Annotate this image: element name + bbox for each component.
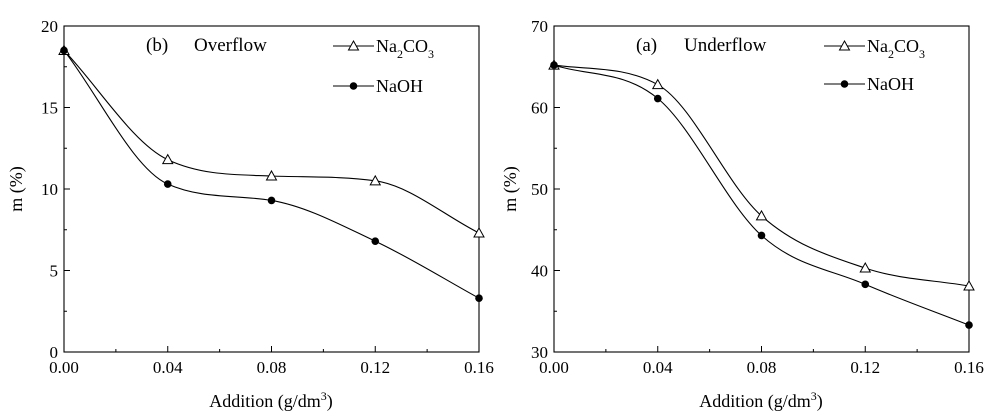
y-tick-label: 40 (531, 262, 548, 281)
data-point-na2co3 (369, 174, 382, 186)
chart-panel-overflow: 0.00 0.04 0.08 0.12 0.16 0 5 10 15 20 Ad… (6, 17, 494, 412)
series-line-na2co3 (553, 64, 970, 287)
data-point-naoh (163, 180, 172, 188)
y-tick-label: 5 (50, 262, 59, 281)
x-tick-label: 0.12 (360, 358, 390, 377)
circle-marker-icon (840, 80, 849, 88)
chart-panel-underflow: 0.00 0.04 0.08 0.12 0.16 30 40 50 60 70 … (500, 17, 984, 412)
data-point-naoh (550, 61, 558, 69)
x-tick-label: 0.04 (153, 358, 183, 377)
data-point-naoh (757, 231, 766, 240)
y-tick-labels: 0 5 10 15 20 (41, 17, 58, 362)
y-tick-labels: 30 40 50 60 70 (531, 17, 548, 362)
tick-marks (553, 25, 970, 353)
data-point-na2co3 (859, 262, 872, 273)
x-tick-labels: 0.00 0.04 0.08 0.12 0.16 (539, 358, 984, 377)
y-tick-label: 15 (41, 99, 58, 118)
x-axis-label: Addition (g/dm3) (209, 389, 333, 412)
legend-label-na2co3: Na2CO3 (376, 36, 434, 61)
y-tick-label: 70 (531, 17, 548, 36)
data-point-na2co3 (161, 153, 174, 165)
x-tick-label: 0.08 (747, 358, 777, 377)
legend-label-naoh: NaOH (867, 74, 914, 94)
x-axis-label: Addition (g/dm3) (699, 389, 823, 412)
series-markers (58, 44, 485, 303)
panel-subtitle: Underflow (684, 35, 767, 56)
series-line-naoh (63, 50, 480, 299)
y-tick-label: 50 (531, 180, 548, 199)
circle-marker-icon (349, 82, 358, 90)
x-tick-label: 0.00 (539, 358, 569, 377)
legend-label-na2co3: Na2CO3 (867, 36, 925, 61)
data-point-naoh (267, 196, 276, 205)
series-markers (548, 59, 975, 329)
data-point-na2co3 (473, 226, 485, 238)
y-tick-label: 10 (41, 180, 58, 199)
x-tick-label: 0.08 (257, 358, 287, 377)
data-point-naoh (60, 46, 68, 55)
panel-label: (a) (636, 35, 657, 56)
triangle-marker-icon (347, 39, 360, 51)
data-point-naoh (653, 94, 662, 103)
data-point-na2co3 (651, 78, 664, 90)
legend-label-naoh: NaOH (376, 76, 423, 96)
data-point-na2co3 (963, 279, 975, 291)
legend: Na2CO3 NaOH (333, 36, 434, 96)
panel-label: (b) (146, 35, 168, 56)
x-tick-label: 0.04 (643, 358, 673, 377)
series-curves (553, 64, 970, 326)
y-axis-label: m (%) (6, 166, 27, 211)
data-point-naoh (861, 280, 870, 289)
y-tick-label: 0 (50, 343, 59, 362)
series-line-naoh (553, 64, 970, 326)
tick-marks (63, 25, 480, 353)
data-point-naoh (371, 237, 380, 245)
data-point-naoh (965, 321, 973, 329)
data-point-na2co3 (265, 169, 278, 181)
x-tick-label: 0.12 (850, 358, 880, 377)
y-tick-label: 20 (41, 17, 58, 36)
y-axis-label: m (%) (500, 166, 521, 211)
data-point-na2co3 (755, 209, 768, 221)
plot-frame (63, 25, 480, 353)
legend: Na2CO3 NaOH (824, 36, 925, 94)
data-point-naoh (475, 294, 483, 303)
x-tick-label: 0.16 (464, 358, 494, 377)
x-tick-labels: 0.00 0.04 0.08 0.12 0.16 (49, 358, 494, 377)
panel-subtitle: Overflow (194, 35, 267, 56)
y-tick-label: 30 (531, 343, 548, 362)
y-tick-label: 60 (531, 99, 548, 118)
x-tick-label: 0.16 (954, 358, 984, 377)
x-tick-label: 0.00 (49, 358, 79, 377)
triangle-marker-icon (838, 39, 851, 51)
